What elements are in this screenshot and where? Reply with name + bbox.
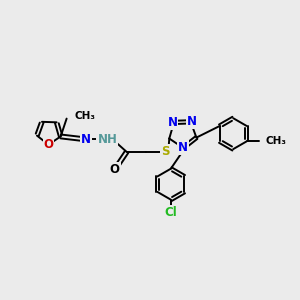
Text: NH: NH: [98, 133, 117, 146]
Text: Cl: Cl: [164, 206, 177, 219]
Text: S: S: [161, 146, 170, 158]
Text: N: N: [187, 115, 197, 128]
Text: O: O: [44, 138, 53, 151]
Text: CH₃: CH₃: [266, 136, 286, 146]
Text: N: N: [178, 141, 188, 154]
Text: CH₃: CH₃: [75, 111, 96, 121]
Text: N: N: [81, 133, 91, 146]
Text: O: O: [110, 163, 120, 176]
Text: N: N: [167, 116, 177, 129]
